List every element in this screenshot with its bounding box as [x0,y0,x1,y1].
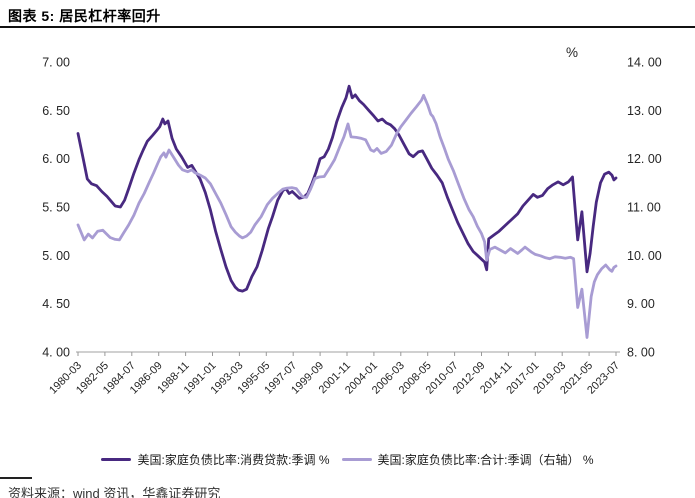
line-chart: 7. 00 6. 50 6. 00 5. 50 5. 00 4. 50 4. 00 14. 0… [42,45,662,397]
left-axis-tick-label: 5. 00 [42,249,70,263]
footer-rule [0,477,32,479]
right-axis-tick-label: 8. 00 [627,346,655,360]
legend-label-consumer: 美国:家庭负债比率:消费贷款:季调 % [137,452,330,467]
left-axis-tick-label: 4. 00 [42,346,70,360]
right-axis-tick-label: 13. 00 [627,104,662,118]
legend-item-consumer: 美国:家庭负债比率:消费贷款:季调 % [101,451,330,468]
legend-swatch-consumer [101,457,132,461]
right-axis-tick-label: 12. 00 [627,152,662,166]
left-axis-tick-label: 7. 00 [42,56,70,70]
legend-label-total: 美国:家庭负债比率:合计:季调（右轴） % [377,452,594,467]
legend-swatch-total [341,457,372,461]
series-line-1 [76,93,618,339]
left-axis-tick-label: 4. 50 [42,297,70,311]
right-axis-tick-label: 14. 00 [627,56,662,70]
left-axis-tick-label: 6. 00 [42,152,70,166]
right-axis-tick-label: 9. 00 [627,297,655,311]
source-note: 资料来源：wind 资讯，华鑫证券研究 [8,486,221,498]
series-line-0 [76,84,618,293]
right-axis-tick-label: 10. 00 [627,249,662,263]
chart-title: 图表 5: 居民杠杆率回升 [8,8,161,24]
chart-legend: 美国:家庭负债比率:消费贷款:季调 % 美国:家庭负债比率:合计:季调（右轴） … [0,449,695,469]
left-axis-tick-label: 6. 50 [42,104,70,118]
left-axis-tick-label: 5. 50 [42,201,70,215]
legend-item-total: 美国:家庭负债比率:合计:季调（右轴） % [341,451,594,468]
right-axis-tick-label: 11. 00 [627,201,661,215]
chart-header: 图表 5: 居民杠杆率回升 [0,0,695,28]
axis-unit-label: % [566,45,578,60]
